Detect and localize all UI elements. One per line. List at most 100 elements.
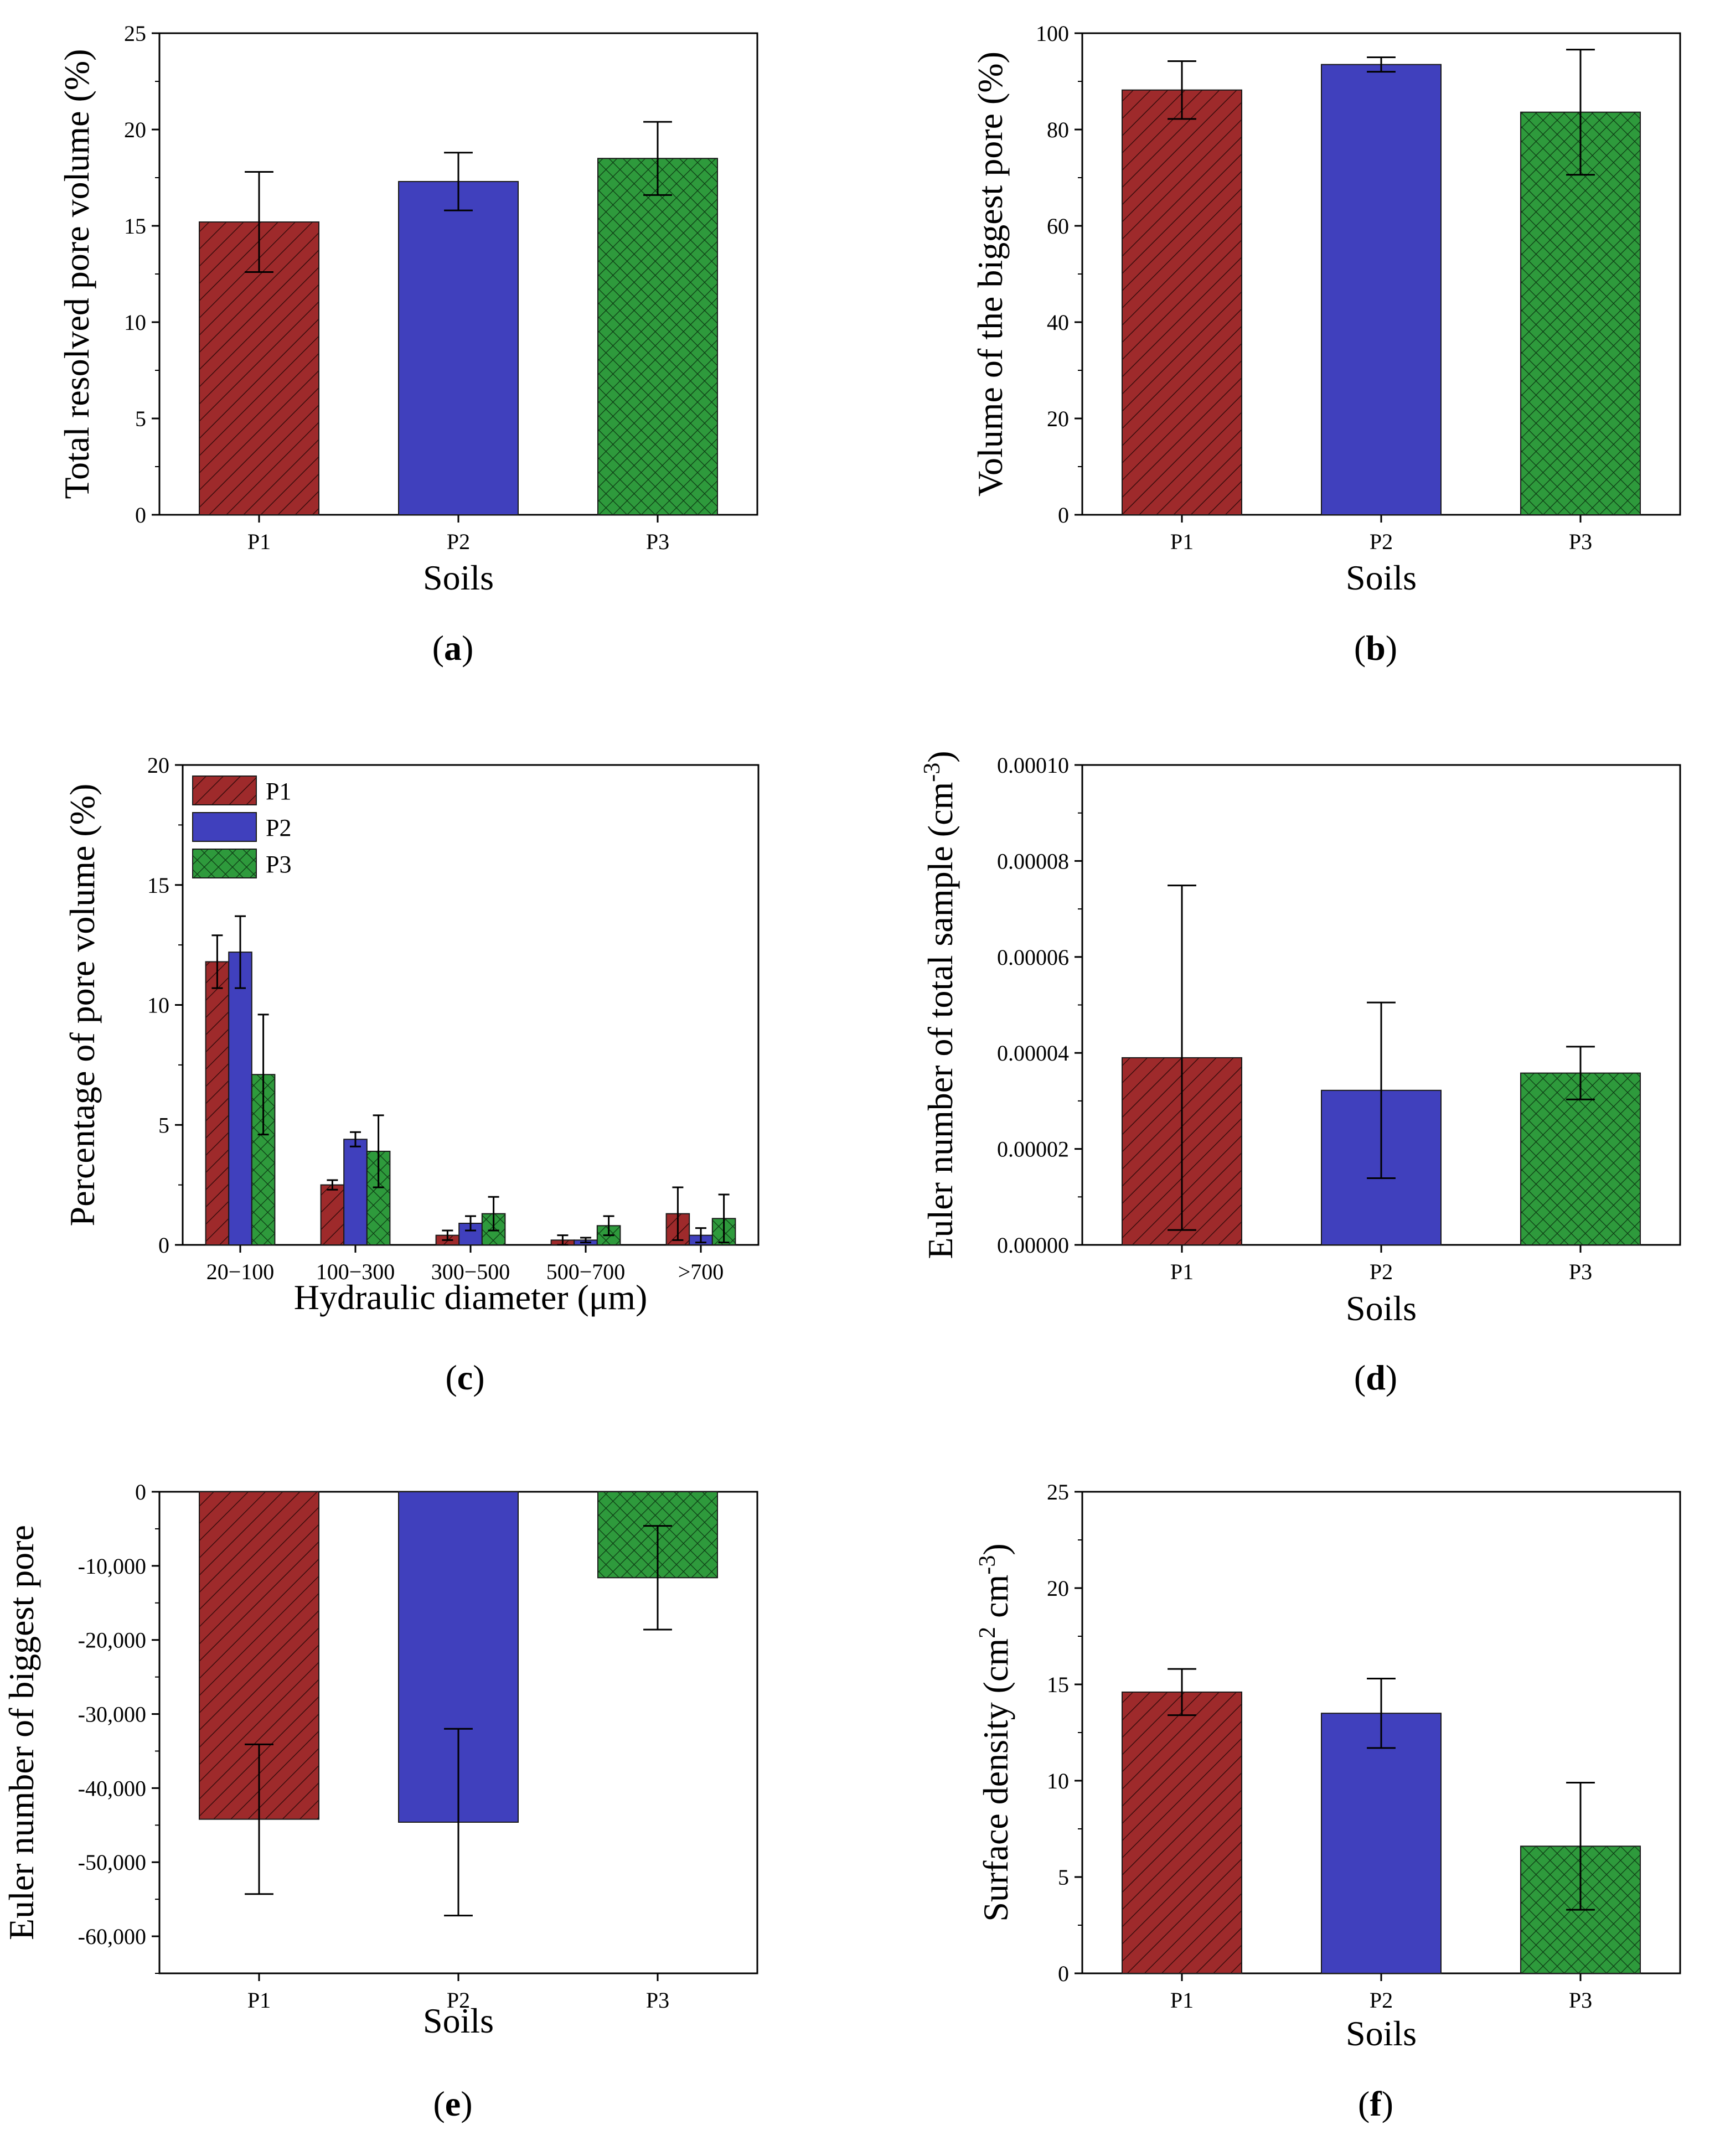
- y-tick-label: -10,000: [78, 1554, 146, 1579]
- x-tick-label: P2: [447, 1988, 470, 2013]
- y-axis-title-text: ): [976, 1543, 1015, 1555]
- y-tick-label: 0: [135, 503, 146, 528]
- y-axis-title-text: Percentage of pore volume (%): [63, 784, 102, 1227]
- bar-p1: [1122, 1691, 1242, 1974]
- bar-p2: [1321, 1713, 1442, 1974]
- x-axis-title: Soils: [1346, 558, 1417, 597]
- x-tick-label: P2: [1370, 529, 1393, 554]
- panel-a: 0 5 10 15 20 25 P1 P2 P3 Soils Total resolved pore…: [57, 21, 758, 668]
- y-axis-title-text: ): [921, 751, 960, 762]
- y-tick-label: 60: [1047, 214, 1069, 239]
- y-tick-label: 0.00000: [997, 1233, 1069, 1258]
- y-tick-label: 15: [1047, 1672, 1069, 1697]
- x-tick-label: 100−300: [316, 1259, 395, 1284]
- panel-label-paren: (: [1358, 2084, 1370, 2123]
- x-tick-label: P3: [1569, 1259, 1592, 1284]
- legend-label-p1: P1: [266, 778, 291, 805]
- x-axis-title: Hydraulic diameter (μm): [294, 1278, 648, 1317]
- panel-label-paren: ): [1382, 2084, 1393, 2123]
- y-tick-label: 15: [124, 214, 146, 239]
- x-tick-label: 300−500: [431, 1259, 510, 1284]
- y-axis-title-text: cm: [976, 1575, 1015, 1627]
- panel-label-paren: ): [1386, 628, 1397, 668]
- panel-label-paren: (: [432, 628, 444, 668]
- panels-layer: 0 5 10 15 20 25 P1 P2 P3 Soils Total resolved pore…: [2, 21, 1681, 2123]
- y-tick-label: 10: [124, 310, 146, 335]
- x-tick-label: P3: [646, 529, 669, 554]
- x-tick-label: P1: [247, 1988, 271, 2013]
- panel-label: (d): [1354, 1358, 1397, 1397]
- y-axis-title: Euler number of total sample (cm-3): [920, 751, 960, 1259]
- bar-p2: [1321, 64, 1442, 516]
- x-axis-title: Soils: [1346, 1289, 1417, 1328]
- x-tick-label: 20−100: [206, 1259, 275, 1284]
- x-tick-label: P1: [1170, 1988, 1194, 2013]
- panel-label-paren: (: [1354, 1358, 1366, 1397]
- y-axis-title: Volume of the biggest pore (%): [970, 51, 1010, 497]
- panel-label-letter: d: [1366, 1358, 1386, 1397]
- y-tick-label: 0.00008: [997, 849, 1069, 873]
- y-tick-label: 0.00002: [997, 1137, 1069, 1162]
- x-tick-label: P3: [1569, 529, 1592, 554]
- y-tick-label: 25: [124, 21, 146, 46]
- panel-c: 0 5 10 15 20 20−100 100−300 300−500 500−700 >700 H…: [63, 753, 760, 1397]
- y-axis-title: Surface density (cm2 cm-3): [975, 1543, 1015, 1921]
- y-tick-label: 5: [1058, 1865, 1069, 1890]
- panel-label: (c): [445, 1358, 484, 1397]
- y-tick-label: 0: [135, 1480, 146, 1504]
- y-tick-label: 10: [1047, 1769, 1069, 1793]
- y-tick-label: 25: [1047, 1480, 1069, 1504]
- x-axis-title: Soils: [423, 558, 494, 597]
- x-tick-label: P2: [1370, 1259, 1393, 1284]
- x-tick-label: P3: [1569, 1988, 1592, 2013]
- x-tick-label: P2: [447, 529, 470, 554]
- y-tick-label: 10: [147, 993, 169, 1018]
- y-tick-label: -30,000: [78, 1702, 146, 1727]
- panel-label-paren: ): [1386, 1358, 1397, 1397]
- y-tick-label: 0.00006: [997, 945, 1069, 970]
- panel-label-paren: ): [462, 628, 473, 668]
- y-tick-label: 15: [147, 873, 169, 898]
- bar-p2-1: [228, 952, 252, 1245]
- panel-label: (e): [433, 2084, 472, 2123]
- y-axis-title: Euler number of biggest pore: [2, 1525, 41, 1940]
- legend-label-p2: P2: [266, 814, 291, 841]
- legend-swatch-p3: [192, 849, 257, 878]
- legend-label-p3: P3: [266, 851, 291, 878]
- x-tick-label: P1: [247, 529, 271, 554]
- y-tick-label: 20: [1047, 406, 1069, 431]
- y-tick-label: 20: [124, 117, 146, 142]
- y-tick-label: 20: [1047, 1576, 1069, 1601]
- y-axis-title-text: Euler number of total sample (cm: [921, 782, 960, 1259]
- y-axis-title: Total resolved pore volume (%): [57, 49, 96, 499]
- y-tick-label: 40: [1047, 310, 1069, 335]
- panel-label: (a): [432, 628, 474, 668]
- x-axis-title: Soils: [423, 2001, 494, 2040]
- x-tick-label: P1: [1170, 1259, 1194, 1284]
- panel-label-letter: f: [1370, 2084, 1382, 2123]
- y-axis-title: Percentage of pore volume (%): [63, 784, 102, 1227]
- panel-label-letter: e: [445, 2084, 461, 2123]
- y-tick-label: 5: [158, 1113, 169, 1138]
- bar-p1-1: [205, 961, 230, 1245]
- x-tick-label: 500−700: [546, 1259, 626, 1284]
- bar-p3: [1520, 111, 1641, 515]
- y-axis-title-sup: -3: [920, 763, 945, 782]
- panel-label-paren: (: [1354, 628, 1366, 668]
- bar-p2: [398, 180, 519, 515]
- panel-f: 0 5 10 15 20 25 P1 P2 P3 Soils Surface density (cm…: [975, 1480, 1681, 2123]
- y-tick-label: -40,000: [78, 1776, 146, 1801]
- y-axis-title-text: Euler number of biggest pore: [2, 1525, 41, 1940]
- y-axis-title-text: Volume of the biggest pore (%): [970, 51, 1010, 497]
- panel-label: (b): [1354, 628, 1397, 668]
- x-tick-label: P2: [1370, 1988, 1393, 2013]
- y-tick-label: 0: [1058, 503, 1069, 528]
- y-tick-label: -50,000: [78, 1850, 146, 1875]
- y-tick-label: 5: [135, 406, 146, 431]
- bar-p1-2: [320, 1184, 345, 1245]
- bar-p2-2: [343, 1139, 368, 1246]
- panel-label-letter: a: [444, 628, 462, 668]
- panel-label-paren: (: [433, 2084, 445, 2123]
- panel-label-letter: c: [457, 1358, 473, 1397]
